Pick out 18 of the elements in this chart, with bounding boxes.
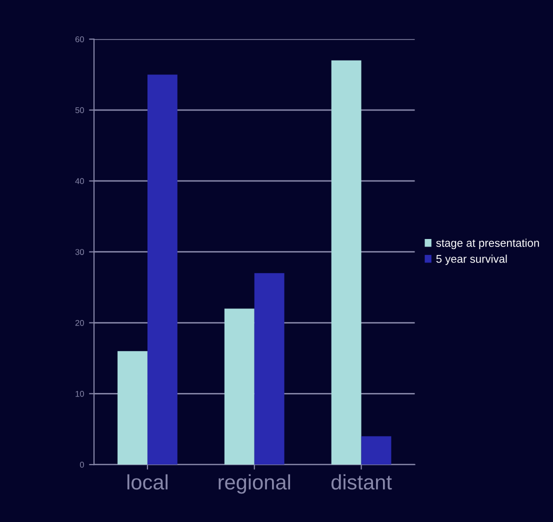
y-tick-label: 10	[76, 390, 84, 397]
bar	[361, 436, 392, 465]
bar	[331, 60, 362, 465]
bar	[118, 351, 148, 465]
y-tick-label: 60	[75, 36, 84, 42]
bar	[224, 308, 254, 465]
x-tick-label: local	[127, 474, 168, 490]
y-tick-label: 0	[80, 462, 84, 468]
bar	[147, 74, 178, 465]
legend-label: 5 year survival	[436, 254, 507, 265]
y-tick-label: 50	[75, 107, 84, 114]
y-tick-label: 20	[75, 320, 84, 326]
bar	[254, 273, 284, 465]
y-tick-label: 30	[75, 249, 84, 255]
legend-label: stage at presentation	[436, 238, 539, 250]
x-tick-label: regional	[218, 474, 290, 494]
x-tick-label: distant	[331, 474, 392, 490]
y-tick-label: 40	[75, 178, 84, 184]
